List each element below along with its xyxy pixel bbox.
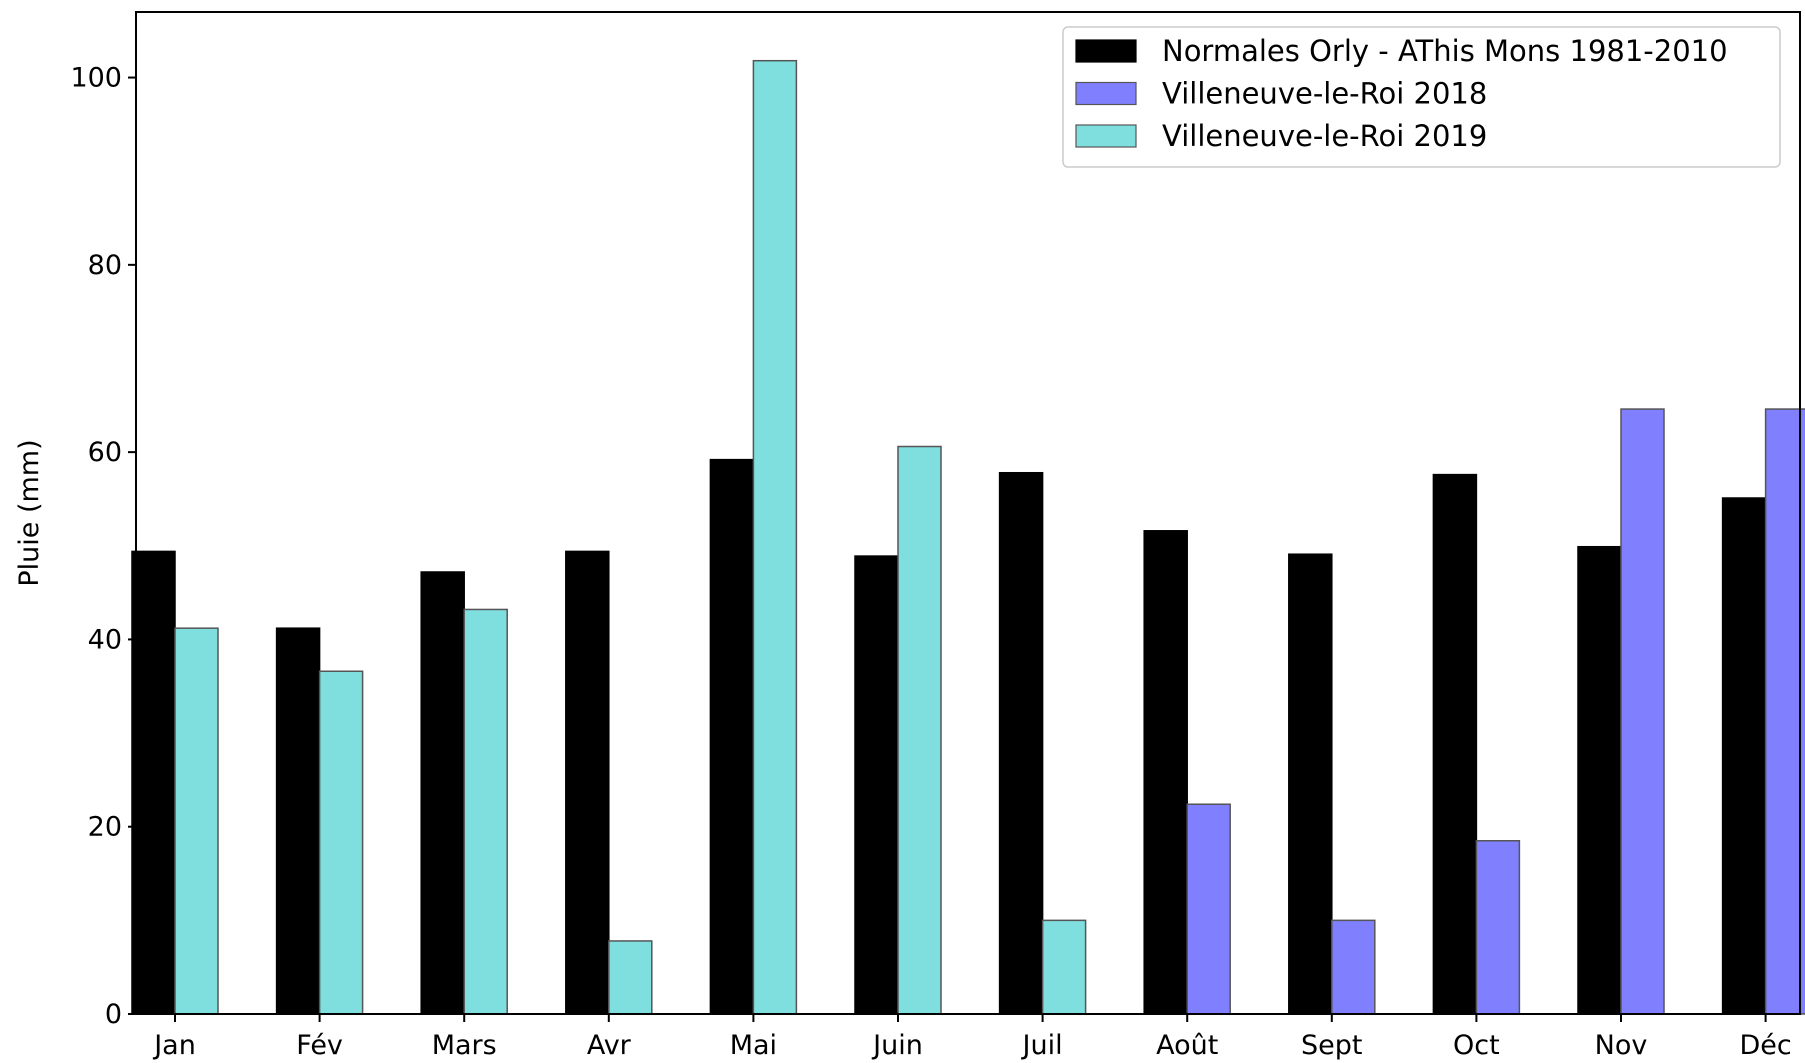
bar-normales-4 xyxy=(709,458,755,1015)
bar-villeneuve-5 xyxy=(897,445,942,1015)
x-tick-label: Mai xyxy=(730,1030,777,1061)
legend-swatch xyxy=(1075,124,1137,148)
bar-normales-5 xyxy=(854,555,899,1015)
y-axis-label: Pluie (mm) xyxy=(14,439,45,586)
legend-swatch xyxy=(1075,39,1137,63)
x-tick-label: Jan xyxy=(152,1030,196,1061)
y-tick-label: 100 xyxy=(70,63,122,94)
bar-normales-0 xyxy=(131,550,176,1015)
legend-box xyxy=(1062,26,1781,168)
bar-normales-9 xyxy=(1432,473,1478,1015)
bar-villeneuve-0 xyxy=(174,627,219,1015)
y-tick-label: 0 xyxy=(105,999,122,1030)
bar-villeneuve-2 xyxy=(463,608,508,1015)
bar-normales-8 xyxy=(1288,553,1333,1015)
bar-normales-7 xyxy=(1143,530,1188,1015)
bar-normales-11 xyxy=(1721,497,1767,1015)
bar-normales-10 xyxy=(1577,545,1622,1015)
bar-normales-3 xyxy=(565,550,610,1015)
x-tick-label: Oct xyxy=(1453,1030,1500,1061)
bar-normales-6 xyxy=(998,471,1044,1015)
bar-villeneuve-7 xyxy=(1186,803,1231,1015)
legend-label: Normales Orly - AThis Mons 1981-2010 xyxy=(1162,34,1728,68)
bar-villeneuve-9 xyxy=(1475,840,1521,1015)
x-tick-label: Sept xyxy=(1301,1030,1362,1061)
bar-villeneuve-11 xyxy=(1764,408,1805,1015)
x-tick-label: Nov xyxy=(1595,1030,1648,1061)
x-tick-label: Août xyxy=(1156,1030,1218,1061)
y-axis: 0 20 40 60 80 100 xyxy=(70,63,136,1030)
bar-villeneuve-3 xyxy=(608,940,653,1015)
bar-villeneuve-1 xyxy=(318,670,364,1015)
legend-label: Villeneuve-le-Roi 2018 xyxy=(1162,77,1487,111)
bar-villeneuve-8 xyxy=(1331,919,1376,1015)
bar-normales-2 xyxy=(420,571,465,1015)
x-tick-label: Avr xyxy=(587,1030,632,1061)
bar-villeneuve-10 xyxy=(1620,408,1665,1015)
bar-villeneuve-4 xyxy=(752,59,798,1015)
legend: Normales Orly - AThis Mons 1981-2010 Vill… xyxy=(1062,26,1781,168)
y-tick-label: 40 xyxy=(88,624,122,655)
bar-villeneuve-6 xyxy=(1041,919,1087,1015)
y-tick-label: 20 xyxy=(88,812,122,843)
bars-layer xyxy=(131,59,1805,1015)
y-tick-label: 80 xyxy=(88,250,122,281)
x-tick-label: Fév xyxy=(296,1030,343,1061)
x-axis: Jan Fév Mars Avr Mai Juin Juil Août Sept Oct Nov Dé… xyxy=(152,1014,1792,1061)
x-tick-label: Juin xyxy=(871,1030,923,1061)
y-tick-label: 60 xyxy=(88,437,122,468)
legend-label: Villeneuve-le-Roi 2019 xyxy=(1162,119,1487,153)
bar-normales-1 xyxy=(275,627,321,1015)
legend-swatch xyxy=(1075,81,1137,106)
plot-area-frame xyxy=(135,11,1801,1015)
x-tick-label: Mars xyxy=(432,1030,497,1061)
x-tick-label: Déc xyxy=(1739,1030,1791,1061)
x-tick-label: Juil xyxy=(1021,1030,1063,1061)
